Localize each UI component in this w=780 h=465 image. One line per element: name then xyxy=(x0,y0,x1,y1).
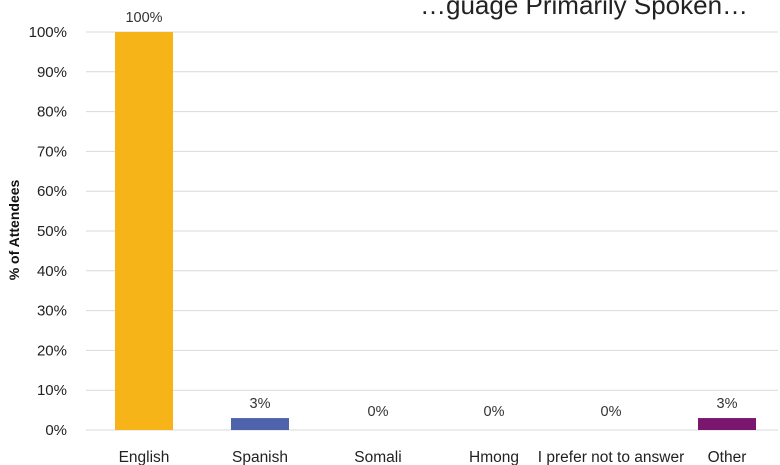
category-label: Spanish xyxy=(232,449,288,465)
data-labels: 100% 3% 0% 0% 0% 3% xyxy=(125,10,737,420)
x-axis-categories: English Spanish Somali Hmong I prefer not to… xyxy=(119,449,747,465)
chart-title: …guage Primarily Spoken… xyxy=(420,0,748,20)
category-label: Somali xyxy=(354,449,401,465)
y-axis-title: % of Attendees xyxy=(6,179,22,280)
y-tick-label: 20% xyxy=(37,342,67,359)
bar-other xyxy=(698,418,756,430)
category-label: Other xyxy=(708,449,747,465)
y-tick-label: 50% xyxy=(37,223,67,240)
data-label: 0% xyxy=(484,404,505,420)
category-label: Hmong xyxy=(469,449,519,465)
bar-spanish xyxy=(231,418,289,430)
data-label: 100% xyxy=(125,10,162,26)
bars xyxy=(115,32,756,430)
y-tick-label: 80% xyxy=(37,104,67,121)
y-tick-label: 40% xyxy=(37,263,67,280)
category-label: I prefer not to answer xyxy=(538,449,684,465)
data-label: 3% xyxy=(717,396,738,412)
bar-english xyxy=(115,32,173,430)
gridlines xyxy=(86,31,778,431)
y-tick-label: 100% xyxy=(29,24,67,41)
y-tick-label: 0% xyxy=(45,422,67,439)
y-tick-label: 30% xyxy=(37,303,67,320)
y-tick-label: 90% xyxy=(37,64,67,81)
y-tick-label: 70% xyxy=(37,143,67,160)
y-axis-ticks: 0% 10% 20% 30% 40% 50% 60% 70% 80% 90% 100% xyxy=(29,24,67,439)
category-label: English xyxy=(119,449,170,465)
data-label: 3% xyxy=(250,396,271,412)
data-label: 0% xyxy=(601,404,622,420)
y-tick-label: 10% xyxy=(37,382,67,399)
y-tick-label: 60% xyxy=(37,183,67,200)
data-label: 0% xyxy=(368,404,389,420)
